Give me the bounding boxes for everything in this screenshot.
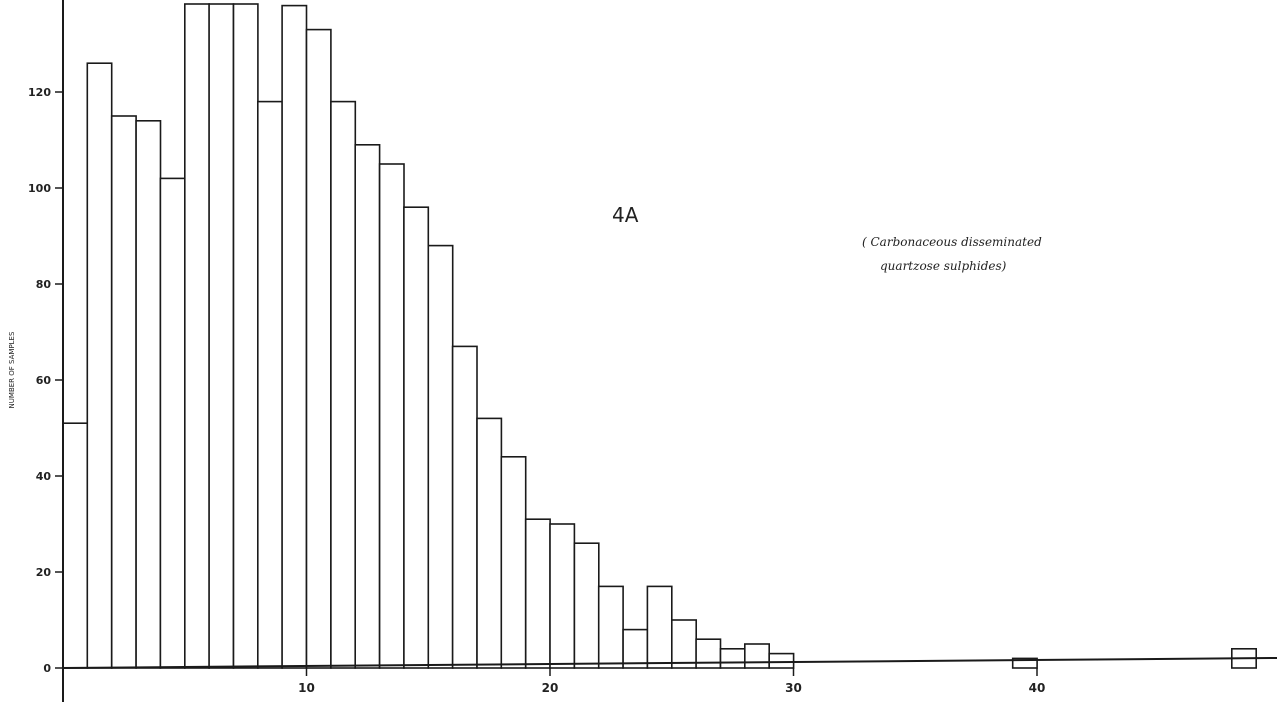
y-tick-label: 120 — [28, 86, 51, 99]
histogram-bar — [403, 206, 430, 669]
y-tick-label: 100 — [28, 182, 51, 195]
histogram-bar — [670, 619, 697, 669]
histogram-bar — [451, 345, 478, 669]
histogram-bar — [597, 585, 624, 669]
y-tick-label: 0 — [43, 662, 51, 675]
x-tick-label: 40 — [1029, 681, 1046, 695]
histogram-bar — [62, 422, 89, 669]
histogram-bar — [500, 455, 527, 669]
y-tick-label: 20 — [36, 566, 52, 579]
x-tick-label: 20 — [542, 681, 559, 695]
y-tick-label: 40 — [36, 470, 52, 483]
histogram-bar — [281, 4, 308, 669]
histogram-bar — [256, 100, 283, 669]
histogram-bar — [719, 647, 746, 669]
x-tick-label: 30 — [785, 681, 802, 695]
histogram-bar — [622, 628, 649, 669]
histogram-bar — [1011, 657, 1038, 669]
histogram-bar — [135, 120, 162, 669]
histogram-bar — [573, 542, 600, 669]
histogram-bar — [378, 163, 405, 669]
histogram-bar — [476, 417, 503, 669]
histogram-bar — [524, 518, 551, 669]
y-ticks-group: 0 20 40 60 80 100 120 — [28, 86, 63, 675]
histogram-bar — [232, 3, 259, 669]
histogram-bar — [110, 115, 137, 669]
histogram-bar — [330, 100, 357, 669]
histogram-bar — [427, 244, 454, 669]
histogram-bar — [208, 3, 235, 669]
x-tick-label: 10 — [298, 681, 315, 695]
histogram-bar — [354, 144, 381, 669]
annotation-line-1: ( Carbonaceous disseminated — [862, 235, 1042, 249]
x-axis-line — [62, 657, 1277, 669]
histogram-bar — [549, 523, 576, 669]
axes-group — [62, 0, 1277, 702]
y-tick-label: 60 — [36, 374, 52, 387]
histogram-bar — [159, 177, 186, 669]
chart-title: 4A — [612, 203, 639, 227]
histogram-bar — [305, 28, 332, 669]
annotation-line-2: quartzose sulphides) — [880, 259, 1007, 273]
histogram-bar — [184, 3, 211, 669]
histogram-bar — [86, 62, 113, 669]
y-tick-label: 80 — [36, 278, 52, 291]
histogram-bar — [646, 585, 673, 669]
y-axis-label: NUMBER OF SAMPLES — [8, 331, 16, 408]
x-ticks-group: 10 20 30 40 — [298, 668, 1045, 695]
bars-group — [62, 3, 1258, 669]
histogram-bar — [743, 643, 770, 669]
histogram-bar — [768, 652, 795, 669]
